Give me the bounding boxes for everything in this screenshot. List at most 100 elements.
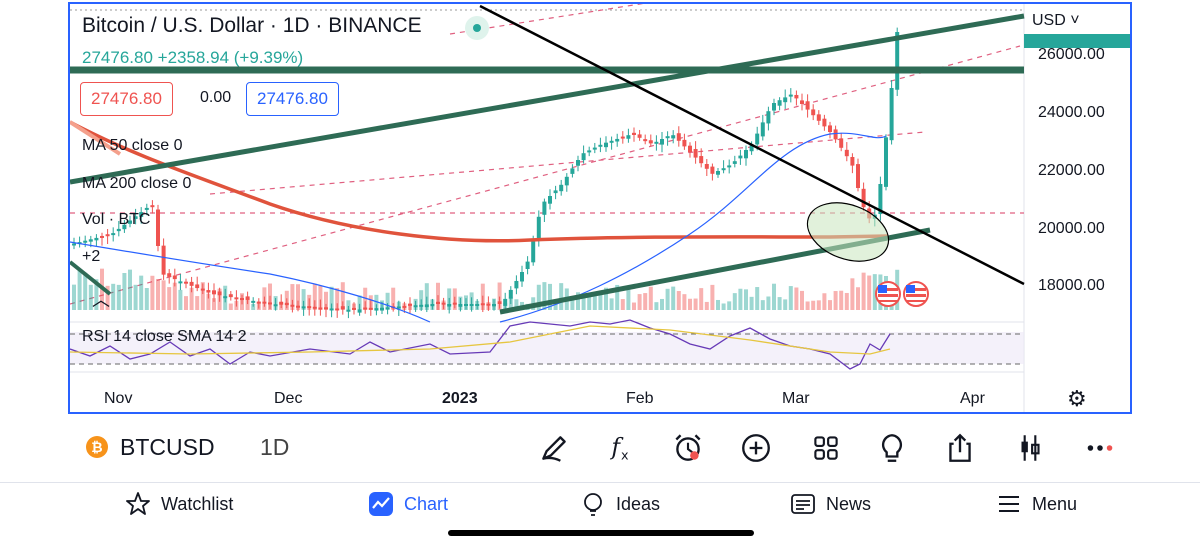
volume-bar [839, 290, 844, 310]
candles-icon[interactable] [1010, 428, 1050, 468]
volume-bar [178, 289, 183, 310]
market-status-indicator[interactable] [465, 16, 489, 40]
volume-bar [88, 284, 93, 310]
candle-body [363, 307, 368, 310]
indicator-rsi[interactable]: RSI 14 close SMA 14 2 [82, 328, 247, 345]
volume-bar [514, 299, 519, 310]
nav-ideas[interactable]: Ideas [580, 489, 660, 519]
chart-area[interactable]: Bitcoin / U.S. Dollar · 1D · BINANCE 274… [68, 2, 1132, 414]
volume-bar [682, 294, 687, 310]
volume-bar [212, 298, 216, 310]
chart-title[interactable]: Bitcoin / U.S. Dollar · 1D · BINANCE [82, 14, 422, 37]
candle-body [844, 149, 849, 157]
volume-bar [626, 287, 631, 310]
candle-body [609, 140, 614, 143]
candle-body [184, 281, 188, 284]
nav-menu-label: Menu [1032, 493, 1078, 514]
more-indicators[interactable]: +2 [82, 248, 101, 265]
volume-bar [581, 296, 586, 310]
volume-bar [195, 296, 200, 310]
grid-icon[interactable] [806, 428, 846, 468]
volume-bar [206, 293, 211, 310]
volume-bar [822, 293, 827, 310]
price-chart[interactable] [70, 4, 1132, 414]
candle-body [570, 168, 575, 174]
candle-body [828, 125, 832, 132]
volume-bar [710, 284, 715, 310]
candle-body [615, 138, 620, 142]
nav-watchlist[interactable]: Watchlist [125, 489, 233, 519]
gear-icon[interactable]: ⚙ [1067, 386, 1087, 411]
share-icon[interactable] [940, 428, 980, 468]
candle-body [480, 303, 485, 306]
collapse-chevron-icon[interactable]: ︿ [92, 290, 110, 310]
time-tick: Nov [104, 390, 133, 407]
symbol-name[interactable]: BTCUSD [120, 434, 215, 460]
buy-button[interactable]: 27476.80 [246, 82, 339, 116]
currency-selector[interactable]: USD ˅ [1032, 12, 1080, 30]
volume-bar [620, 299, 625, 310]
candle-body [122, 224, 127, 230]
candle-body [682, 139, 687, 147]
sell-button[interactable]: 27476.80 [80, 82, 173, 116]
volume-bar [693, 298, 698, 310]
candle-body [598, 144, 603, 147]
lightbulb-icon[interactable] [872, 428, 912, 468]
volume-bar [576, 292, 580, 310]
volume-bar [648, 286, 653, 310]
nav-chart[interactable]: Chart [368, 489, 448, 519]
candle-body [240, 298, 244, 301]
candle-body [396, 306, 401, 309]
volume-bar [553, 302, 558, 310]
nav-menu[interactable]: Menu [996, 489, 1077, 519]
interval-selector[interactable]: 1D [260, 434, 290, 460]
candle-body [223, 296, 228, 299]
candle-body [436, 301, 440, 304]
candle-body [553, 190, 558, 194]
bottom-navigation: Watchlist Chart Ideas News Menu [0, 482, 1200, 523]
candle-body [839, 138, 844, 148]
pencil-icon[interactable] [534, 428, 574, 468]
more-icon[interactable] [1080, 428, 1120, 468]
candle-body [340, 306, 345, 310]
volume-bar [497, 282, 502, 310]
volume-bar [704, 301, 709, 310]
volume-bar [385, 292, 390, 310]
indicator-volume[interactable]: Vol · BTC [82, 211, 151, 228]
volume-bar [156, 279, 160, 310]
candle-body [279, 301, 284, 305]
volume-bar [346, 300, 351, 310]
candle-body [312, 306, 317, 309]
alarm-clock-icon[interactable] [668, 428, 708, 468]
candle-body [531, 239, 536, 263]
candle-body [189, 281, 194, 286]
candle-body [520, 272, 524, 282]
volume-bar [335, 288, 340, 310]
candle-body [744, 150, 748, 159]
volume-bar [122, 272, 127, 310]
candle-body [727, 165, 732, 168]
lightbulb-icon [584, 493, 602, 516]
price-tick: 20000.00 [1038, 220, 1105, 237]
volume-bar [783, 299, 788, 310]
nav-news[interactable]: News [790, 489, 871, 519]
indicator-ma200[interactable]: MA 200 close 0 [82, 175, 192, 192]
candle-body [234, 297, 239, 300]
candle-body [559, 184, 564, 192]
candle-body [452, 302, 457, 305]
time-tick: Dec [274, 390, 303, 407]
volume-bar [805, 301, 810, 310]
hamburger-menu-icon [999, 496, 1019, 512]
plus-circle-icon[interactable] [736, 428, 776, 468]
volume-bar [139, 275, 144, 310]
us-flag-icon [903, 281, 929, 307]
candle-body [268, 302, 272, 305]
candle-body [665, 136, 670, 139]
candle-body [380, 307, 384, 311]
candle-body [105, 234, 110, 237]
candle-body [833, 129, 838, 140]
candle-body [788, 94, 793, 97]
indicator-ma50[interactable]: MA 50 close 0 [82, 137, 183, 154]
volume-bar [167, 287, 172, 310]
